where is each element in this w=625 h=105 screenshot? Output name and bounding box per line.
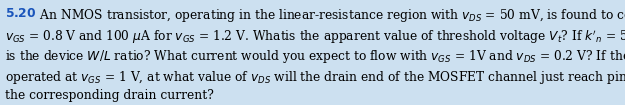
Text: the corresponding drain current?: the corresponding drain current? [5, 89, 214, 102]
Text: operated at $v_{GS}$ = 1 V, at what value of $v_{DS}$ will the drain end of the : operated at $v_{GS}$ = 1 V, at what valu… [5, 69, 625, 86]
Text: $v_{GS}$ = 0.8 V and 100 $\mu$A for $v_{GS}$ = 1.2 V. Whatis the apparent value : $v_{GS}$ = 0.8 V and 100 $\mu$A for $v_{… [5, 28, 625, 47]
Text: An NMOS transistor, operating in the linear-resistance region with $v_{DS}$ = 50: An NMOS transistor, operating in the lin… [36, 7, 625, 24]
Text: is the device $W$/$L$ ratio? What current would you expect to flow with $v_{GS}$: is the device $W$/$L$ ratio? What curren… [5, 48, 625, 65]
Text: $\bf{5.20}$: $\bf{5.20}$ [5, 7, 36, 20]
